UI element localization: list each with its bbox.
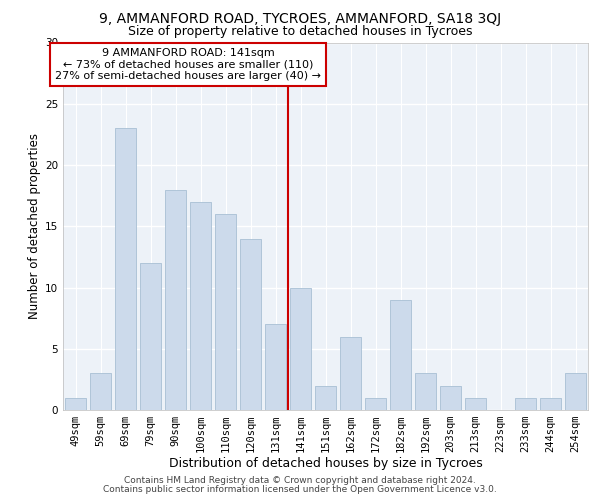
Bar (465, 398, 486, 410)
Bar (240, 238, 261, 410)
Bar (215, 214, 236, 410)
Bar (340, 336, 361, 410)
Bar (540, 398, 561, 410)
Bar (365, 398, 386, 410)
Bar (290, 288, 311, 410)
Bar (515, 398, 536, 410)
Text: Contains HM Land Registry data © Crown copyright and database right 2024.: Contains HM Land Registry data © Crown c… (124, 476, 476, 485)
Text: 9, AMMANFORD ROAD, TYCROES, AMMANFORD, SA18 3QJ: 9, AMMANFORD ROAD, TYCROES, AMMANFORD, S… (99, 12, 501, 26)
X-axis label: Distribution of detached houses by size in Tycroes: Distribution of detached houses by size … (169, 456, 482, 469)
Bar (140, 263, 161, 410)
Bar (65, 398, 86, 410)
Bar (90, 373, 111, 410)
Y-axis label: Number of detached properties: Number of detached properties (28, 133, 41, 320)
Bar (415, 373, 436, 410)
Bar (115, 128, 136, 410)
Bar (440, 386, 461, 410)
Text: 9 AMMANFORD ROAD: 141sqm
← 73% of detached houses are smaller (110)
27% of semi-: 9 AMMANFORD ROAD: 141sqm ← 73% of detach… (55, 48, 321, 81)
Bar (315, 386, 336, 410)
Bar (165, 190, 186, 410)
Bar (565, 373, 586, 410)
Text: Contains public sector information licensed under the Open Government Licence v3: Contains public sector information licen… (103, 485, 497, 494)
Bar (390, 300, 411, 410)
Bar (265, 324, 286, 410)
Text: Size of property relative to detached houses in Tycroes: Size of property relative to detached ho… (128, 25, 472, 38)
Bar (190, 202, 211, 410)
